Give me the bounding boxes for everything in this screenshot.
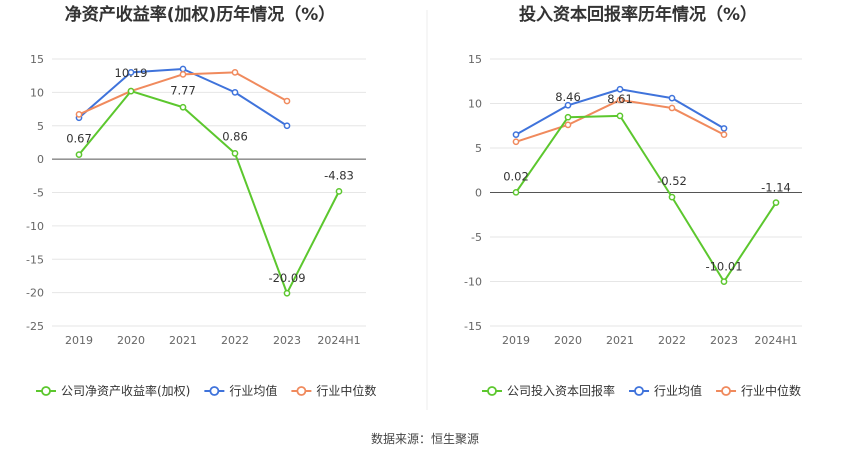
x-tick-label: 2024H1 — [754, 334, 797, 347]
data-point — [231, 89, 239, 96]
data-point — [512, 138, 520, 146]
x-tick-label: 2019 — [65, 334, 93, 347]
data-label: -1.14 — [761, 181, 791, 195]
roic-chart-panel: 投入资本回报率历年情况（%） 15 10 5 0 -5 -10 -15 2019 2020 2021… — [464, 4, 802, 398]
legend-label: 行业均值 — [654, 383, 702, 398]
chart-title: 投入资本回报率历年情况（%） — [519, 4, 757, 25]
y-tick-label: 10 — [468, 98, 482, 111]
legend-item[interactable]: 公司投入资本回报率 — [482, 383, 615, 398]
data-label: 0.86 — [222, 129, 248, 143]
data-label: 10.19 — [115, 66, 148, 80]
y-tick-label: 5 — [37, 120, 44, 133]
roe-chart-panel: 净资产收益率(加权)历年情况（%） 15 10 5 0 -5 -10 -15 -20 -25 201… — [26, 4, 376, 398]
series-line — [515, 114, 777, 283]
x-tick-label: 2021 — [169, 334, 197, 347]
data-point — [668, 94, 676, 102]
data-label: 8.61 — [607, 92, 633, 106]
data-label: 7.77 — [170, 83, 196, 97]
y-tick-label: 15 — [468, 53, 482, 66]
x-tick-label: 2020 — [117, 334, 145, 347]
legend-swatch-marker — [721, 386, 731, 396]
y-tick-label: -5 — [471, 231, 482, 244]
series-line — [78, 90, 340, 295]
y-tick-label: 5 — [475, 142, 482, 155]
x-tick-label: 2022 — [658, 334, 686, 347]
data-label: -20.09 — [268, 271, 305, 285]
data-point — [179, 71, 187, 78]
data-point — [564, 121, 572, 129]
data-point — [231, 69, 239, 76]
y-tick-label: -10 — [26, 220, 44, 233]
legend-swatch-marker — [41, 386, 51, 396]
data-point — [283, 289, 291, 297]
legend-swatch-marker — [634, 386, 644, 396]
data-point — [668, 193, 676, 201]
y-tick-label: 15 — [30, 53, 44, 66]
data-point — [616, 112, 624, 120]
y-tick-label: -15 — [26, 253, 44, 266]
legend-label: 行业中位数 — [316, 383, 376, 398]
legend-item[interactable]: 行业中位数 — [716, 383, 801, 398]
y-tick-label: -15 — [464, 320, 482, 333]
y-tick-label: -25 — [26, 320, 44, 333]
data-point — [512, 188, 520, 196]
data-point — [720, 278, 728, 285]
data-point — [283, 122, 291, 130]
data-label: -4.83 — [324, 168, 354, 182]
legend-item[interactable]: 行业中位数 — [291, 383, 376, 398]
legend-swatch-marker — [296, 386, 307, 396]
data-label: 0.02 — [503, 169, 529, 183]
data-point — [564, 113, 572, 121]
data-point — [127, 69, 135, 76]
data-point — [75, 111, 83, 118]
legend-item[interactable]: 行业均值 — [629, 383, 702, 398]
data-point — [564, 101, 572, 109]
series-line — [515, 98, 725, 143]
data-point — [772, 199, 780, 206]
legend-item[interactable]: 公司净资产收益率(加权) — [36, 383, 190, 398]
data-label: -10.01 — [705, 260, 742, 274]
x-tick-label: 2024H1 — [317, 334, 360, 347]
chart-title: 净资产收益率(加权)历年情况（%） — [65, 4, 336, 25]
x-tick-label: 2023 — [273, 334, 301, 347]
y-tick-label: -5 — [33, 187, 44, 200]
data-point — [616, 96, 624, 104]
x-tick-label: 2023 — [710, 334, 738, 347]
data-point — [179, 103, 187, 111]
y-tick-label: 10 — [30, 86, 44, 99]
data-point — [75, 151, 83, 159]
data-point — [668, 104, 676, 112]
x-tick-label: 2022 — [221, 334, 249, 347]
x-tick-label: 2020 — [554, 334, 582, 347]
data-point — [179, 65, 187, 73]
y-tick-label: 0 — [475, 187, 482, 200]
data-point — [283, 97, 291, 105]
y-tick-label: 0 — [37, 153, 44, 166]
legend-label: 公司净资产收益率(加权) — [61, 383, 190, 398]
data-point — [720, 131, 728, 138]
data-point — [512, 131, 520, 138]
y-tick-label: -20 — [26, 287, 44, 300]
legend-swatch-marker — [209, 386, 220, 396]
data-point — [616, 85, 624, 93]
legend-label: 行业均值 — [229, 383, 277, 398]
data-point — [720, 125, 728, 132]
legend-swatch-marker — [487, 386, 497, 396]
data-label: 0.67 — [66, 132, 92, 146]
data-source-text: 数据来源：恒生聚源 — [371, 431, 479, 446]
data-label: 8.46 — [555, 90, 581, 104]
data-point — [335, 188, 343, 195]
data-point — [127, 87, 135, 95]
legend-label: 公司投入资本回报率 — [507, 383, 615, 398]
data-point — [231, 150, 239, 157]
y-tick-label: -10 — [464, 276, 482, 289]
legend-item[interactable]: 行业均值 — [204, 383, 277, 398]
data-label: -0.52 — [657, 174, 687, 188]
x-tick-label: 2019 — [502, 334, 530, 347]
legend-label: 行业中位数 — [741, 383, 801, 398]
x-tick-label: 2021 — [606, 334, 634, 347]
